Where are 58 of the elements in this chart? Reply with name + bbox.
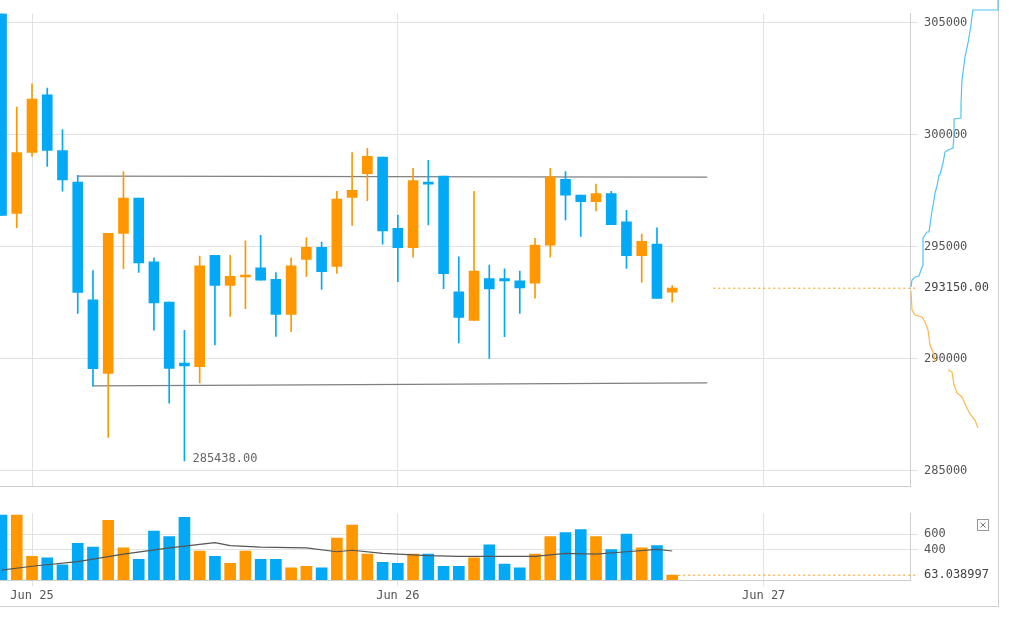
bar [26, 556, 38, 580]
candlestick [666, 285, 678, 303]
bar [346, 524, 358, 580]
bar [635, 547, 648, 580]
y-tick-label: 600 [924, 526, 946, 541]
bar [452, 565, 465, 580]
bar [132, 559, 145, 580]
candlestick [483, 264, 495, 359]
bar [574, 529, 587, 580]
y-tick-label: 295000 [924, 238, 968, 253]
bar [468, 557, 480, 580]
y-tick-label: 400 [924, 541, 946, 556]
bar [224, 562, 236, 580]
y-tick-label: 305000 [924, 14, 968, 29]
bar [300, 565, 313, 580]
bar [87, 546, 99, 580]
bar [559, 532, 572, 580]
bar [315, 567, 328, 580]
bar [605, 549, 618, 580]
bar [620, 533, 633, 580]
bar [209, 556, 221, 580]
bar [193, 550, 206, 580]
candlestick [575, 194, 587, 237]
ref-line-label: 293150.00 [924, 280, 990, 295]
candlestick [224, 254, 236, 317]
bar [513, 567, 526, 580]
bar [270, 559, 282, 580]
bar [285, 567, 297, 580]
annotation: 285438.00 [192, 450, 258, 465]
bar [178, 517, 191, 580]
bar [498, 563, 511, 580]
bar [148, 530, 160, 580]
bar [407, 553, 419, 580]
bar [41, 557, 54, 580]
candlestick [346, 152, 358, 226]
bar [239, 550, 252, 580]
bar [483, 544, 496, 580]
y-tick-label: 285000 [924, 462, 968, 477]
candlestick [514, 270, 526, 314]
bar [544, 536, 557, 580]
bar [651, 545, 663, 580]
bar [590, 536, 602, 580]
bar [361, 553, 374, 580]
bar [376, 562, 389, 580]
bar [529, 553, 541, 580]
x-tick-label: Jun 26 [376, 588, 420, 603]
bar [437, 565, 450, 580]
bar [71, 543, 84, 580]
bar [254, 559, 267, 580]
bar [392, 562, 404, 580]
bar [422, 553, 435, 580]
bar [163, 536, 176, 580]
x-tick-label: Jun 25 [10, 588, 54, 603]
x-tick-label: Jun 27 [741, 588, 786, 603]
bar [102, 520, 115, 580]
ref-line-label: 63.038997 [924, 567, 990, 582]
bar [56, 564, 69, 580]
bar [331, 537, 343, 580]
